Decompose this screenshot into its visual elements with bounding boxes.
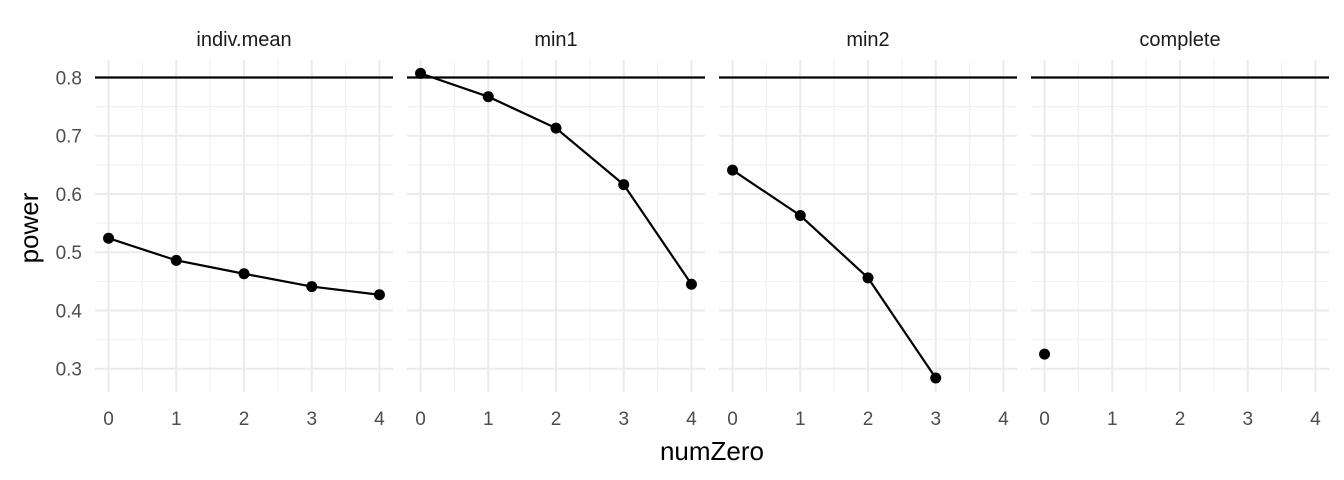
data-point	[685, 278, 697, 290]
data-point	[1039, 348, 1051, 360]
x-tick-label: 2	[1175, 409, 1186, 430]
x-tick-label: 3	[930, 409, 941, 430]
x-tick-label: 0	[1039, 409, 1050, 430]
data-point	[550, 122, 562, 134]
x-tick-label: 3	[1242, 409, 1253, 430]
series-line	[731, 169, 937, 379]
x-tick-label: 1	[171, 409, 182, 430]
data-point	[306, 281, 318, 293]
x-tick-label: 1	[795, 409, 806, 430]
facet-label: complete	[1139, 29, 1220, 51]
x-tick-label: 3	[306, 409, 317, 430]
data-point	[373, 289, 385, 301]
panel-min2: min2 0 1 2 3 4	[719, 29, 1017, 430]
data-point	[170, 254, 182, 266]
x-tick-label: 1	[483, 409, 494, 430]
data-point	[862, 272, 874, 284]
panel-min1: min1 0 1 2 3 4	[407, 29, 705, 430]
panel-indiv-mean: indiv.mean 0 1 2 3 4	[95, 29, 393, 430]
x-tick-label: 0	[103, 409, 114, 430]
data-point	[415, 67, 427, 79]
data-point	[930, 372, 942, 384]
y-tick-label: 0.7	[56, 127, 82, 148]
data-point	[103, 232, 115, 244]
x-tick-label: 4	[998, 409, 1009, 430]
x-tick-label: 0	[727, 409, 738, 430]
x-tick-label: 0	[415, 409, 426, 430]
x-axis-title: numZero	[660, 436, 764, 466]
x-tick-label: 4	[374, 409, 385, 430]
x-tick-label: 2	[551, 409, 562, 430]
data-point	[794, 210, 806, 222]
x-tick-label: 4	[686, 409, 697, 430]
data-point	[238, 268, 250, 280]
y-tick-label: 0.6	[56, 185, 82, 206]
y-tick-label: 0.3	[56, 360, 82, 381]
data-point	[727, 164, 739, 176]
facet-label: indiv.mean	[196, 29, 291, 51]
x-tick-label: 1	[1107, 409, 1118, 430]
y-axis-title: power	[14, 192, 44, 263]
panel-complete: complete 0 1 2 3 4	[1031, 29, 1329, 430]
y-tick-label: 0.5	[56, 243, 82, 264]
x-tick-label: 2	[863, 409, 874, 430]
facet-label: min1	[534, 29, 577, 51]
x-tick-label: 2	[239, 409, 250, 430]
y-tick-label: 0.8	[56, 68, 82, 89]
x-tick-label: 3	[618, 409, 629, 430]
data-point	[482, 91, 494, 103]
x-tick-label: 4	[1310, 409, 1321, 430]
y-tick-label: 0.4	[56, 301, 83, 322]
data-point	[618, 179, 630, 191]
facet-label: min2	[846, 29, 889, 51]
